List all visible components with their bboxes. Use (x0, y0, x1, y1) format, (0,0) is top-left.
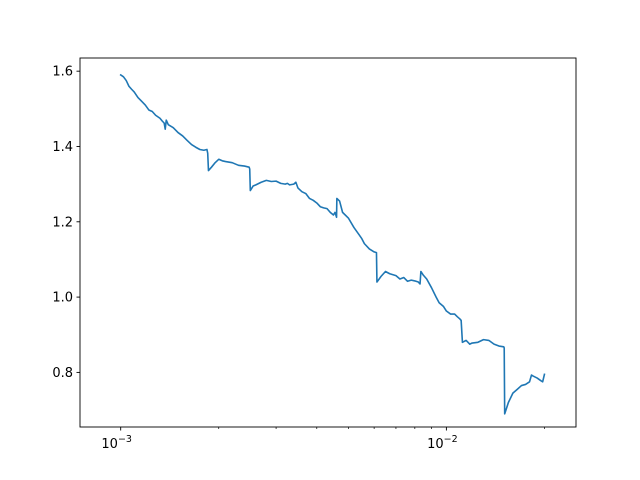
y-axis: 0.8 1.0 1.2 1.4 1.6 (52, 65, 80, 381)
y-tick-label: 1.4 (52, 140, 73, 155)
y-tick-label: 1.2 (52, 215, 73, 230)
x-tick-label-base: 10 (427, 437, 444, 452)
y-tick-label: 1.6 (52, 65, 73, 80)
plot-frame (79, 57, 577, 428)
x-axis: 10−3 10−2 (101, 427, 545, 452)
y-tick-label: 0.8 (52, 366, 73, 381)
x-tick-label: 10−2 (427, 434, 458, 452)
series-line (119, 73, 546, 415)
x-tick-label: 10−3 (101, 434, 132, 452)
series-layer (119, 73, 546, 415)
x-tick-label-base: 10 (101, 437, 118, 452)
plot-area (80, 58, 576, 427)
x-tick-label-exponent: −3 (118, 434, 132, 445)
x-tick-label-exponent: −2 (444, 434, 458, 445)
y-tick-label: 1.0 (52, 291, 73, 306)
